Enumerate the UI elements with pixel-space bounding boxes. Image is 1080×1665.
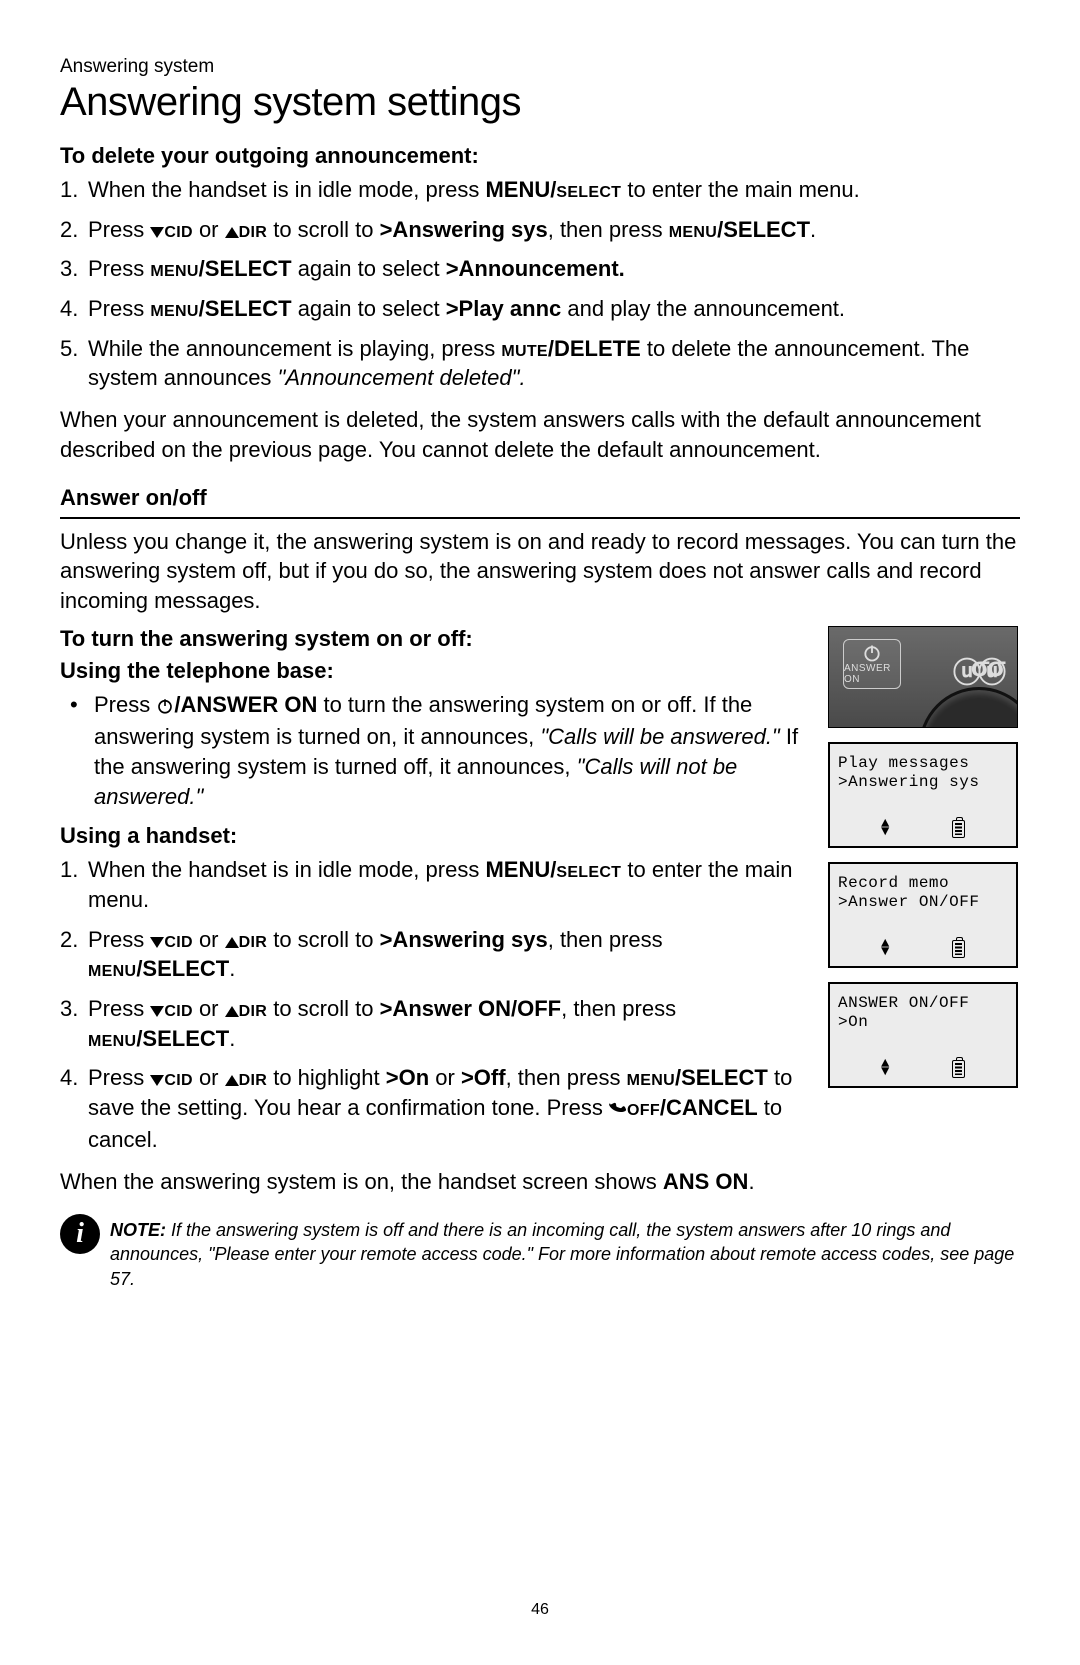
step: 2.Press CID or DIR to scroll to >Answeri…: [60, 215, 1020, 245]
note-text: NOTE: If the answering system is off and…: [110, 1218, 1020, 1291]
battery-icon: [952, 1060, 965, 1078]
lcd-line: Record memo: [838, 874, 1008, 893]
step: 3.Press MENU/SELECT again to select >Ann…: [60, 254, 1020, 284]
sub1: To turn the answering system on or off:: [60, 626, 810, 652]
section2-intro: Unless you change it, the answering syst…: [60, 527, 1020, 616]
closing: When the answering system is on, the han…: [60, 1167, 1020, 1197]
breadcrumb: Answering system: [60, 56, 1020, 78]
step: 1.When the handset is in idle mode, pres…: [60, 855, 810, 914]
sub3: Using a handset:: [60, 823, 810, 849]
lcd-screen-3: ANSWER ON/OFF >On ▲▼: [828, 982, 1018, 1088]
section2-heading: Answer on/off: [60, 485, 1020, 519]
section1-heading: To delete your outgoing announcement:: [60, 143, 1020, 169]
info-icon: i: [60, 1214, 100, 1254]
lcd-line: >Answer ON/OFF: [838, 893, 1008, 912]
note-block: i NOTE: If the answering system is off a…: [60, 1218, 1020, 1291]
arrow-icon: ▲▼: [881, 1060, 890, 1078]
lcd-screen-2: Record memo >Answer ON/OFF ▲▼: [828, 862, 1018, 968]
lcd-line: ANSWER ON/OFF: [838, 994, 1008, 1013]
sub2: Using the telephone base:: [60, 658, 810, 684]
arrow-icon: ▲▼: [881, 940, 890, 958]
lcd-line: >On: [838, 1013, 1008, 1032]
lcd-screen-1: Play messages >Answering sys ▲▼: [828, 742, 1018, 848]
base-bullet: Press /ANSWER ON to turn the answering s…: [60, 690, 810, 812]
step: 4.Press CID or DIR to highlight >On or >…: [60, 1063, 810, 1154]
voicemail-icon: σσ: [971, 651, 1003, 683]
handset-steps: 1.When the handset is in idle mode, pres…: [60, 855, 810, 1154]
step: 3.Press CID or DIR to scroll to >Answer …: [60, 994, 810, 1053]
page-title: Answering system settings: [60, 80, 1020, 125]
bullet-item: Press /ANSWER ON to turn the answering s…: [60, 690, 810, 812]
lcd-line: >Answering sys: [838, 773, 1008, 792]
lcd-line: Play messages: [838, 754, 1008, 773]
section1-para: When your announcement is deleted, the s…: [60, 405, 1020, 464]
base-figure: ANSWER ON ⓤⓤ σσ: [828, 626, 1018, 728]
battery-icon: [952, 820, 965, 838]
delete-steps: 1.When the handset is in idle mode, pres…: [60, 175, 1020, 393]
answer-on-button: ANSWER ON: [843, 639, 901, 689]
step: 5.While the announcement is playing, pre…: [60, 334, 1020, 393]
page-number: 46: [0, 1601, 1080, 1619]
step: 4.Press MENU/SELECT again to select >Pla…: [60, 294, 1020, 324]
step: 1.When the handset is in idle mode, pres…: [60, 175, 1020, 205]
battery-icon: [952, 940, 965, 958]
answer-on-label: ANSWER ON: [844, 663, 900, 685]
arrow-icon: ▲▼: [881, 820, 890, 838]
step: 2.Press CID or DIR to scroll to >Answeri…: [60, 925, 810, 984]
